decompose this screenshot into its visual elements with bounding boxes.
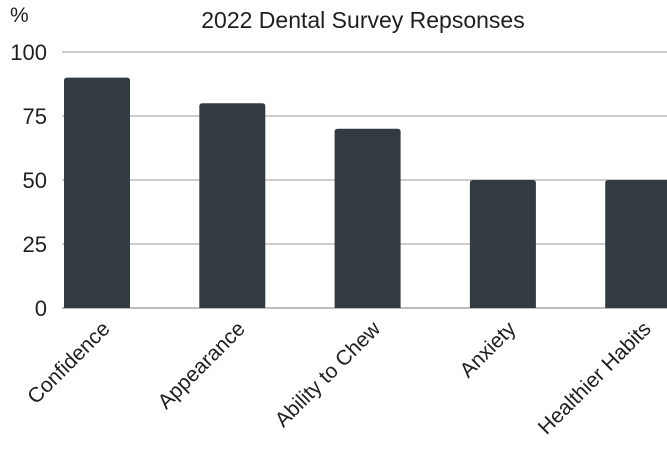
y-axis-label: %	[10, 4, 29, 27]
chart-title: 2022 Dental Survey Repsonses	[201, 7, 524, 33]
y-tick-label: 25	[23, 232, 47, 257]
y-tick-label: 75	[23, 104, 47, 129]
y-tick-labels: 0 25 50 75 100	[10, 40, 47, 321]
x-tick-labels: Confidence Appearance Ability to Chew Anxie…	[23, 317, 656, 439]
bar-appearance	[199, 103, 266, 308]
bar-ability-to-chew	[334, 128, 401, 308]
x-tick-label: Ability to Chew	[271, 317, 386, 432]
y-tick-label: 0	[35, 296, 47, 321]
x-tick-label: Appearance	[153, 317, 249, 413]
x-tick-label: Healthier Habits	[534, 317, 656, 439]
bar-anxiety	[469, 180, 536, 308]
x-tick-label: Confidence	[23, 317, 114, 408]
x-tick-label: Anxiety	[455, 317, 520, 382]
y-tick-label: 50	[23, 168, 47, 193]
y-tick-label: 100	[10, 40, 47, 65]
bar-healthier-habits	[605, 180, 667, 308]
bar-confidence	[64, 77, 130, 308]
bars	[64, 77, 667, 308]
